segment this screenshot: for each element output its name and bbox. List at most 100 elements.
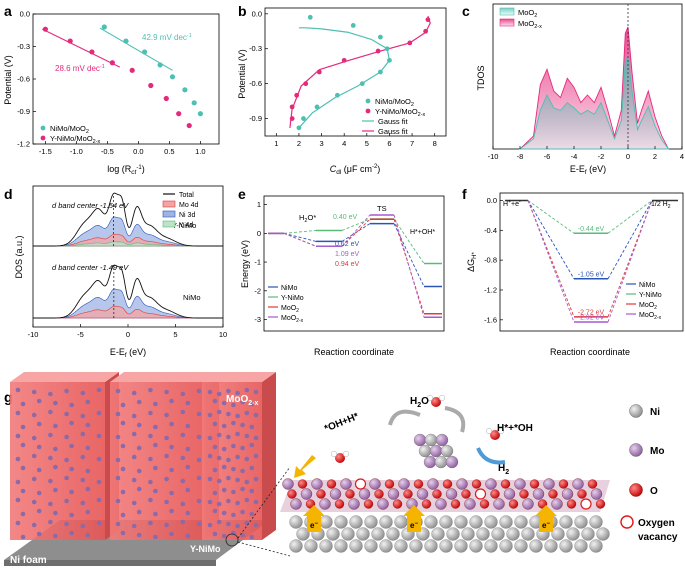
y-tick-label: -0.4 bbox=[484, 226, 497, 235]
y-axis-label: ΔGH* bbox=[466, 251, 478, 271]
atom-dot bbox=[240, 422, 245, 428]
y-tick-label: 0.0 bbox=[252, 9, 262, 18]
o-atom bbox=[287, 489, 297, 499]
atom-dot bbox=[31, 453, 37, 459]
atom-dot bbox=[207, 476, 213, 482]
data-point bbox=[197, 111, 203, 117]
x-tick-label: 3 bbox=[319, 139, 323, 148]
o-atom bbox=[500, 479, 511, 489]
mo-atom bbox=[464, 498, 476, 510]
atom-dot bbox=[31, 499, 37, 505]
legend-label: NiMo/MoO2 bbox=[50, 124, 89, 135]
atom-dot bbox=[136, 468, 142, 474]
atom-dot bbox=[153, 424, 158, 430]
mo-atom bbox=[282, 478, 294, 490]
atom-dot bbox=[212, 490, 218, 496]
atom-dot bbox=[231, 402, 236, 408]
y-tick-label: -1.2 bbox=[484, 285, 497, 294]
atom-dot bbox=[53, 533, 58, 539]
atom-dot bbox=[69, 420, 74, 426]
x-tick-label: -4 bbox=[571, 152, 578, 161]
panel-b-chart: 1 2 3 4 5 6 7 8 0.0 -0.3 -0.6 -0.9 NiMo/MoO2 Y-NiMo… bbox=[237, 7, 447, 176]
cluster-atom bbox=[434, 455, 448, 469]
atom-dot bbox=[226, 434, 231, 440]
atom-dot bbox=[80, 523, 86, 529]
y-tick-label: 0.0 bbox=[487, 196, 497, 205]
atom-dot bbox=[69, 489, 74, 495]
mo-atom bbox=[358, 488, 371, 500]
o-atom bbox=[442, 479, 453, 489]
o-atom bbox=[392, 499, 403, 509]
annotation-slope-ynimo: 28.6 mV dec-1 bbox=[55, 64, 105, 73]
legend-label: Total bbox=[179, 192, 194, 199]
y-tick-label: -2 bbox=[254, 286, 261, 295]
ni-atom bbox=[289, 515, 303, 529]
atom-dot bbox=[169, 444, 174, 450]
ni-atom bbox=[551, 527, 565, 541]
ni-atom bbox=[304, 539, 318, 553]
data-point bbox=[129, 67, 135, 73]
ni-atom bbox=[454, 515, 468, 529]
x-tick-label: -6 bbox=[544, 152, 551, 161]
atom-dot bbox=[153, 442, 158, 448]
atom-dot bbox=[69, 443, 74, 449]
cluster-atom bbox=[424, 433, 438, 447]
annotation-dband-ynimo: d band center -1.54 eV bbox=[52, 201, 129, 210]
atom-dot bbox=[85, 486, 91, 492]
atom-dot bbox=[15, 456, 21, 462]
atom-dot bbox=[20, 401, 26, 407]
atom-dot bbox=[169, 467, 174, 473]
atom-dot bbox=[180, 391, 186, 397]
energy-connector bbox=[607, 200, 653, 317]
atom-dot bbox=[120, 443, 126, 449]
data-point bbox=[377, 34, 383, 40]
cluster-atom bbox=[423, 455, 437, 469]
barrier-label: 0.62 eV bbox=[335, 241, 359, 248]
atom-dot bbox=[53, 487, 58, 493]
x-tick-label: -10 bbox=[488, 152, 499, 161]
energy-connector bbox=[607, 200, 653, 323]
legend-label: Mo 4d bbox=[179, 202, 199, 209]
data-point bbox=[425, 17, 431, 23]
atom-dot bbox=[85, 509, 91, 515]
ni-atom bbox=[589, 539, 603, 553]
atom-dot bbox=[15, 410, 21, 416]
ni-atom bbox=[296, 527, 310, 541]
atom-dot bbox=[115, 521, 121, 527]
atom-dot bbox=[53, 400, 58, 406]
atom-dot bbox=[164, 476, 169, 482]
atom-dot bbox=[231, 489, 236, 495]
atom-dot bbox=[235, 523, 240, 529]
mo-atom bbox=[319, 498, 331, 510]
atom-dot bbox=[31, 389, 37, 395]
atom-dot bbox=[69, 402, 74, 408]
atom-dot bbox=[15, 479, 21, 485]
data-point bbox=[375, 48, 381, 54]
atom-dot bbox=[53, 464, 58, 470]
o-atom bbox=[363, 499, 374, 509]
panel-letter-g: g bbox=[4, 389, 13, 405]
label-h2o: H2O bbox=[410, 396, 429, 409]
data-point bbox=[314, 104, 320, 110]
atom-dot bbox=[240, 468, 245, 474]
atom-dot bbox=[153, 401, 158, 407]
panel-g-schematic: Ni foam MoO2-x Y-NiMo *OH+H* H2O H*+*OH … bbox=[4, 372, 678, 566]
atom-dot bbox=[235, 413, 240, 419]
ni-atom bbox=[581, 527, 595, 541]
mo-atom bbox=[300, 488, 313, 500]
atom-dot bbox=[148, 520, 153, 526]
atom-dot bbox=[196, 388, 202, 394]
energy-connector bbox=[527, 200, 575, 317]
legend-label: NiMo bbox=[281, 285, 297, 292]
atom-dot bbox=[148, 410, 153, 416]
atom-dot bbox=[249, 488, 255, 494]
o-atom bbox=[471, 479, 482, 489]
atom-dot bbox=[235, 454, 240, 460]
atom-dot bbox=[207, 522, 213, 528]
energy-connector bbox=[341, 218, 371, 247]
atom-dot bbox=[253, 476, 259, 482]
atom-dot bbox=[169, 531, 174, 537]
atom-dot bbox=[180, 519, 186, 525]
x-axis-label: Reaction coordinate bbox=[550, 347, 630, 357]
o-atom bbox=[384, 479, 395, 489]
